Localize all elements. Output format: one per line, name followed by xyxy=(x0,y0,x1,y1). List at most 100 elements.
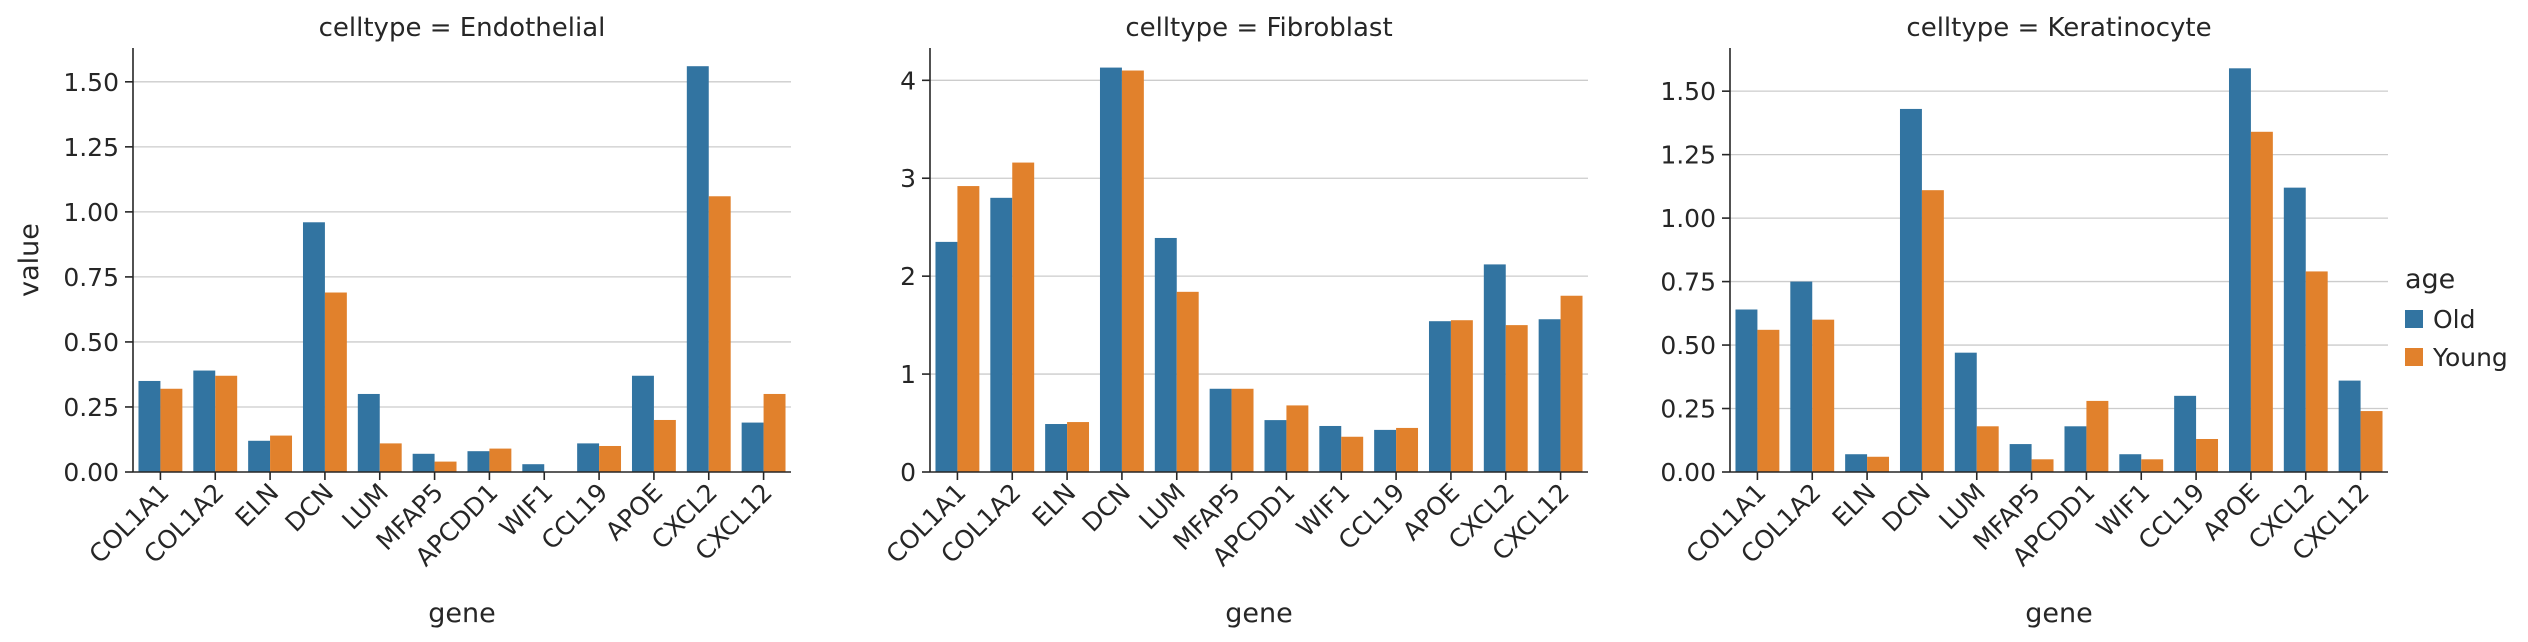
bar-old-col1a2 xyxy=(1790,281,1813,472)
bar-old-ccl19 xyxy=(2174,395,2197,472)
bar-young-wif1 xyxy=(1341,436,1364,472)
bar-young-lum xyxy=(1176,291,1199,472)
x-tick-label: DCN xyxy=(1076,478,1136,538)
bar-old-wif1 xyxy=(522,464,545,472)
bar-young-ccl19 xyxy=(2196,438,2219,472)
y-axis-label: value xyxy=(14,223,45,297)
bar-old-apoe xyxy=(631,375,654,472)
y-tick-label: 1 xyxy=(900,360,916,389)
bar-old-col1a1 xyxy=(935,241,958,472)
x-axis-label: gene xyxy=(428,598,495,629)
y-tick-label: 0.25 xyxy=(1660,395,1716,424)
y-tick-label: 0.50 xyxy=(63,328,119,357)
bar-young-mfap5 xyxy=(2031,459,2054,472)
y-tick-label: 0 xyxy=(900,458,916,487)
panel-title: celltype = Keratinocyte xyxy=(1906,13,2211,43)
bar-old-col1a1 xyxy=(1735,309,1758,472)
bar-old-cxcl12 xyxy=(741,422,764,472)
bar-young-apoe xyxy=(653,419,676,472)
bar-old-wif1 xyxy=(1319,425,1342,472)
y-tick-label: 1.50 xyxy=(1660,77,1716,106)
bar-old-apoe xyxy=(2228,68,2251,473)
bar-old-mfap5 xyxy=(2009,444,2032,472)
bar-old-cxcl12 xyxy=(2338,380,2361,472)
panel-1: 0.000.250.500.751.001.251.50COL1A1COL1A2… xyxy=(14,13,791,629)
y-tick-label: 2 xyxy=(900,262,916,291)
y-tick-label: 0.75 xyxy=(63,263,119,292)
bar-old-cxcl2 xyxy=(2283,187,2306,472)
bar-young-apcdd1 xyxy=(2086,400,2109,472)
bar-old-eln xyxy=(1045,424,1068,472)
legend: age Old Young xyxy=(2405,264,2508,372)
x-tick-label: ELN xyxy=(230,478,285,533)
bar-old-dcn xyxy=(1899,108,1922,472)
x-axis-label: gene xyxy=(1225,598,1292,629)
bar-old-col1a2 xyxy=(990,197,1013,472)
bar-old-apcdd1 xyxy=(1264,420,1287,472)
bar-young-cxcl12 xyxy=(2360,411,2383,472)
bar-old-ccl19 xyxy=(1374,429,1397,472)
bar-young-ccl19 xyxy=(599,445,622,472)
panel-title: celltype = Fibroblast xyxy=(1125,13,1392,43)
y-tick-label: 3 xyxy=(900,164,916,193)
chart-panels: 0.000.250.500.751.001.251.50COL1A1COL1A2… xyxy=(14,13,2388,629)
y-tick-label: 1.00 xyxy=(63,198,119,227)
bar-young-apcdd1 xyxy=(489,448,512,472)
bar-young-apoe xyxy=(2250,131,2273,472)
x-tick-label: DCN xyxy=(279,478,339,538)
bar-young-apoe xyxy=(1450,320,1473,472)
bar-young-col1a2 xyxy=(1012,162,1035,473)
bar-young-dcn xyxy=(324,292,347,472)
bar-young-eln xyxy=(1067,422,1090,472)
bar-young-wif1 xyxy=(2141,459,2164,472)
bar-young-dcn xyxy=(1921,190,1944,473)
y-tick-label: 0.00 xyxy=(63,458,119,487)
x-axis-label: gene xyxy=(2025,598,2092,629)
y-tick-label: 0.25 xyxy=(63,393,119,422)
bar-old-lum xyxy=(357,393,380,472)
bar-old-col1a1 xyxy=(138,380,161,472)
x-tick-label: ELN xyxy=(1027,478,1082,533)
bar-young-mfap5 xyxy=(434,461,457,472)
x-tick-label: DCN xyxy=(1876,478,1936,538)
bar-old-col1a2 xyxy=(193,370,216,472)
y-tick-label: 1.50 xyxy=(63,68,119,97)
bar-old-lum xyxy=(1954,352,1977,472)
bar-old-cxcl2 xyxy=(686,66,709,472)
bar-young-cxcl2 xyxy=(2305,271,2328,472)
bar-young-cxcl12 xyxy=(1560,295,1583,472)
y-tick-label: 0.75 xyxy=(1660,268,1716,297)
bar-old-wif1 xyxy=(2119,454,2142,472)
y-tick-label: 4 xyxy=(900,66,916,95)
panel-title: celltype = Endothelial xyxy=(319,13,606,43)
bar-old-eln xyxy=(1845,454,1868,472)
bar-young-apcdd1 xyxy=(1286,405,1309,472)
y-tick-label: 1.00 xyxy=(1660,204,1716,233)
legend-label-young: Young xyxy=(2432,343,2508,372)
y-tick-label: 1.25 xyxy=(63,133,119,162)
bar-old-mfap5 xyxy=(1209,388,1232,472)
bar-old-mfap5 xyxy=(412,453,435,472)
bar-old-cxcl12 xyxy=(1538,319,1561,472)
bar-young-eln xyxy=(1867,456,1890,472)
bar-old-dcn xyxy=(302,222,325,472)
bar-young-col1a1 xyxy=(957,186,980,473)
panel-3: 0.000.250.500.751.001.251.50COL1A1COL1A2… xyxy=(1660,13,2388,629)
bar-young-col1a1 xyxy=(160,388,183,472)
y-tick-label: 1.25 xyxy=(1660,141,1716,170)
bar-young-mfap5 xyxy=(1231,388,1254,472)
legend-swatch-old xyxy=(2405,310,2423,328)
y-tick-label: 0.50 xyxy=(1660,331,1716,360)
y-tick-label: 0.00 xyxy=(1660,458,1716,487)
bar-young-ccl19 xyxy=(1396,427,1419,472)
bar-young-col1a2 xyxy=(215,375,238,472)
bar-old-lum xyxy=(1154,237,1177,472)
bar-young-dcn xyxy=(1121,70,1144,472)
bar-old-dcn xyxy=(1099,67,1122,473)
bar-young-cxcl2 xyxy=(708,196,731,472)
bar-young-lum xyxy=(1976,426,1999,472)
legend-label-old: Old xyxy=(2433,305,2476,334)
bar-old-apcdd1 xyxy=(2064,426,2087,472)
